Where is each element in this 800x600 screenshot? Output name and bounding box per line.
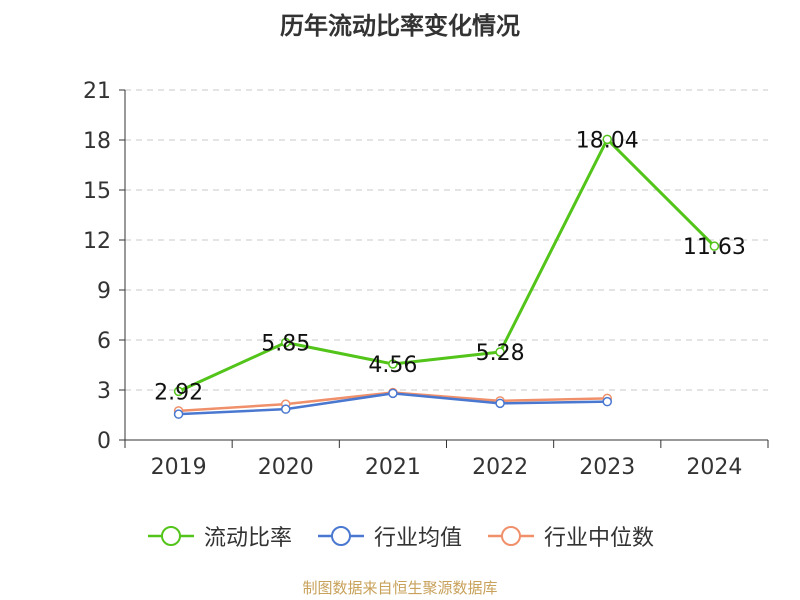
x-tick-label: 2022 xyxy=(472,455,528,480)
data-label: 18.04 xyxy=(576,128,639,153)
data-labels: 2.92 5.85 4.56 5.28 18.04 11.63 xyxy=(154,128,746,405)
legend-line-icon xyxy=(147,526,194,546)
y-tick-label: 12 xyxy=(83,229,111,254)
y-tick-label: 18 xyxy=(83,129,111,154)
y-tick-label: 0 xyxy=(97,429,111,454)
legend-item[interactable]: 行业中位数 xyxy=(486,520,654,552)
y-tick-label: 6 xyxy=(97,329,111,354)
data-point xyxy=(495,347,505,357)
legend-item[interactable]: 流动比率 xyxy=(146,520,292,552)
data-label: 5.28 xyxy=(476,341,525,366)
data-label: 2.92 xyxy=(154,380,203,405)
data-label: 4.56 xyxy=(368,353,417,378)
data-label: 11.63 xyxy=(683,235,746,260)
y-tick-label: 15 xyxy=(83,179,111,204)
data-point xyxy=(709,241,720,251)
data-point xyxy=(281,404,291,414)
x-tick-label: 2020 xyxy=(258,455,314,480)
legend-line-icon xyxy=(317,526,364,546)
data-point xyxy=(495,398,505,409)
data-point xyxy=(388,388,398,399)
x-tick-label: 2021 xyxy=(365,455,421,480)
series-lines xyxy=(173,134,720,419)
series-line xyxy=(177,137,716,393)
data-point xyxy=(388,359,398,369)
data-point xyxy=(173,409,184,419)
gridlines xyxy=(125,89,768,391)
axes: 0 3 6 9 12 15 18 21 2019 2020 2021 2022 2023 2024 xyxy=(83,79,769,480)
data-point xyxy=(173,386,184,397)
x-tick-label: 2024 xyxy=(686,455,742,480)
chart-title: 历年流动比率变化情况 xyxy=(280,12,520,40)
x-tick-label: 2023 xyxy=(579,455,635,480)
y-tick-label: 9 xyxy=(97,279,111,304)
data-label: 5.85 xyxy=(261,332,310,357)
y-tick-label: 21 xyxy=(83,79,111,104)
legend-line-icon xyxy=(488,526,534,546)
data-point xyxy=(602,396,612,407)
legend-label: 流动比率 xyxy=(203,526,292,551)
source-note: 制图数据来自恒生聚源数据库 xyxy=(302,579,498,597)
data-point xyxy=(281,337,291,348)
legend-item[interactable]: 行业均值 xyxy=(316,520,462,552)
legend-label: 行业均值 xyxy=(373,526,462,551)
y-tick-label: 3 xyxy=(97,379,111,404)
legend-label: 行业中位数 xyxy=(544,526,655,551)
x-tick-label: 2019 xyxy=(151,455,207,480)
legend: 流动比率 行业均值 行业中位数 xyxy=(0,520,800,552)
data-point xyxy=(602,134,612,145)
